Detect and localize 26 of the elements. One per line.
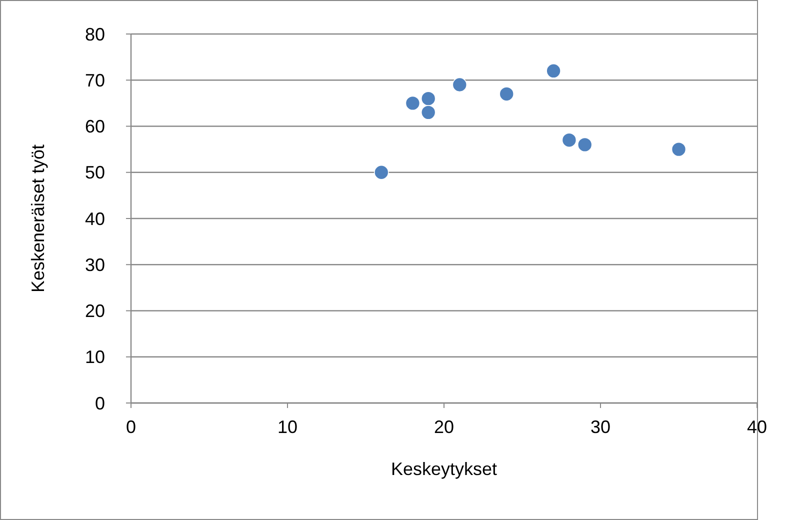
point bbox=[562, 132, 577, 148]
point bbox=[405, 96, 420, 111]
point bbox=[546, 64, 561, 78]
x-tick-label: 0 bbox=[126, 417, 136, 437]
point bbox=[671, 142, 686, 157]
x-tick-label: 20 bbox=[434, 417, 454, 437]
y-tick-label: 20 bbox=[84, 301, 105, 322]
y-tick-label: 70 bbox=[84, 70, 105, 90]
y-axis-title: Keskeneräiset työt bbox=[28, 144, 48, 293]
x-tick-label: 40 bbox=[746, 417, 768, 437]
y-tick-label: 50 bbox=[84, 162, 105, 183]
point bbox=[374, 164, 389, 180]
point bbox=[420, 105, 436, 120]
point bbox=[420, 91, 436, 106]
x-tick-label: 10 bbox=[277, 417, 298, 437]
y-tick-label: 30 bbox=[84, 254, 105, 275]
point bbox=[452, 77, 468, 92]
x-tick-label: 30 bbox=[590, 417, 611, 437]
point bbox=[577, 137, 592, 152]
y-tick-label: 60 bbox=[84, 116, 105, 137]
y-tick-label: 40 bbox=[84, 208, 105, 229]
y-tick-label: 0 bbox=[94, 393, 105, 414]
y-tick-label: 10 bbox=[84, 347, 105, 368]
point bbox=[499, 86, 514, 102]
y-tick-label: 80 bbox=[84, 24, 105, 44]
x-axis-title: Keskeytykset bbox=[390, 459, 498, 479]
